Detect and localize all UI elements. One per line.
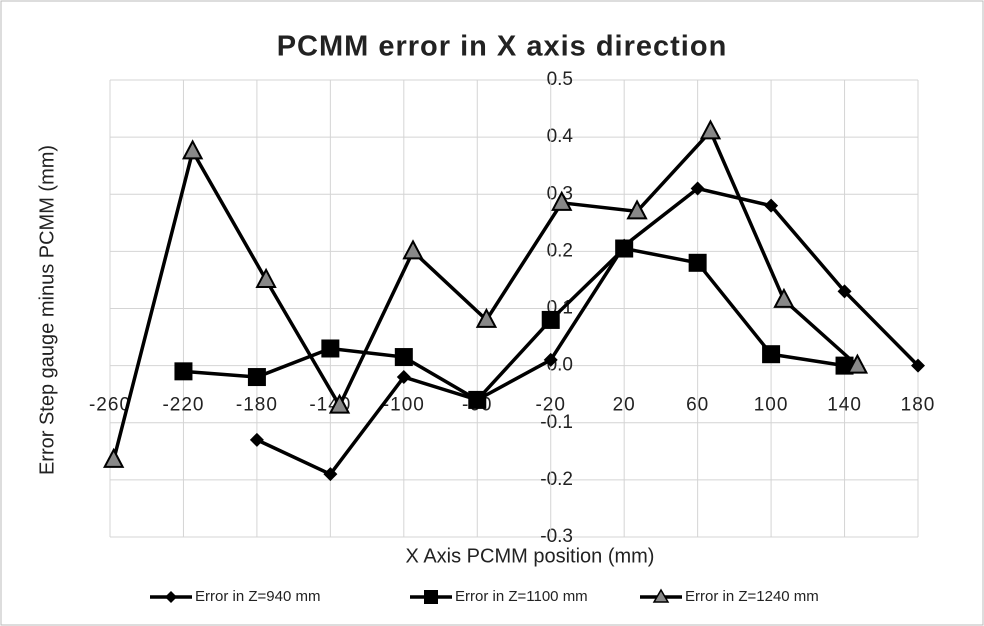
data-point bbox=[773, 287, 795, 308]
data-point bbox=[764, 198, 779, 213]
data-point bbox=[103, 447, 125, 468]
data-point bbox=[255, 267, 277, 288]
legend-item: Error in Z=1100 mm bbox=[410, 588, 588, 605]
data-point bbox=[394, 348, 413, 367]
data-point bbox=[543, 352, 558, 367]
x-tick-label: 100 bbox=[754, 395, 789, 416]
x-tick-label: -20 bbox=[535, 395, 565, 416]
legend-label: Error in Z=1100 mm bbox=[455, 588, 588, 605]
data-point bbox=[688, 253, 707, 272]
legend-item: Error in Z=940 mm bbox=[150, 588, 320, 605]
x-tick-label: 140 bbox=[827, 395, 862, 416]
data-point bbox=[321, 339, 340, 358]
data-point bbox=[328, 393, 351, 414]
data-point bbox=[626, 199, 648, 220]
x-tick-label: -180 bbox=[236, 395, 278, 416]
y-axis-label: Error Step gauge minus PCMM (mm) bbox=[36, 145, 58, 475]
legend-label: Error in Z=1240 mm bbox=[685, 588, 819, 605]
y-tick-label: 0.2 bbox=[547, 240, 573, 261]
data-point bbox=[181, 139, 204, 160]
data-point bbox=[402, 239, 424, 260]
data-point bbox=[475, 307, 498, 328]
y-tick-label: -0.2 bbox=[540, 469, 573, 490]
data-point bbox=[615, 239, 634, 258]
y-tick-label: 0.4 bbox=[547, 126, 574, 147]
data-point bbox=[396, 370, 411, 385]
y-tick-label: -0.3 bbox=[540, 526, 573, 547]
data-point bbox=[762, 345, 781, 364]
y-tick-label: 0.3 bbox=[547, 183, 573, 204]
y-tick-label: 0.5 bbox=[547, 69, 573, 90]
legend-item: Error in Z=1240 mm bbox=[640, 588, 819, 605]
data-point bbox=[837, 284, 852, 299]
data-point bbox=[846, 353, 869, 374]
data-point bbox=[699, 119, 722, 140]
chart-title: PCMM error in X axis direction bbox=[277, 31, 728, 63]
legend-label: Error in Z=940 mm bbox=[195, 588, 320, 605]
x-tick-label: -100 bbox=[383, 395, 425, 416]
x-tick-label: 60 bbox=[686, 395, 709, 416]
data-point bbox=[911, 358, 925, 373]
x-tick-label: 20 bbox=[613, 395, 636, 416]
x-tick-label: 180 bbox=[901, 395, 936, 416]
legend-marker bbox=[652, 588, 670, 603]
x-axis-label: X Axis PCMM position (mm) bbox=[406, 545, 655, 567]
legend-marker bbox=[165, 591, 177, 603]
data-point bbox=[174, 362, 193, 381]
data-point bbox=[468, 390, 487, 409]
x-tick-label: -260 bbox=[89, 395, 131, 416]
x-tick-label: -220 bbox=[162, 395, 204, 416]
data-point bbox=[551, 190, 573, 211]
series-line bbox=[256, 186, 920, 477]
data-point bbox=[323, 467, 338, 482]
series-line bbox=[183, 246, 845, 403]
data-point bbox=[690, 181, 705, 196]
data-point bbox=[249, 432, 264, 447]
legend-marker bbox=[424, 590, 438, 604]
data-point bbox=[247, 368, 266, 387]
y-tick-label: -0.1 bbox=[540, 412, 573, 433]
data-point bbox=[541, 310, 560, 329]
